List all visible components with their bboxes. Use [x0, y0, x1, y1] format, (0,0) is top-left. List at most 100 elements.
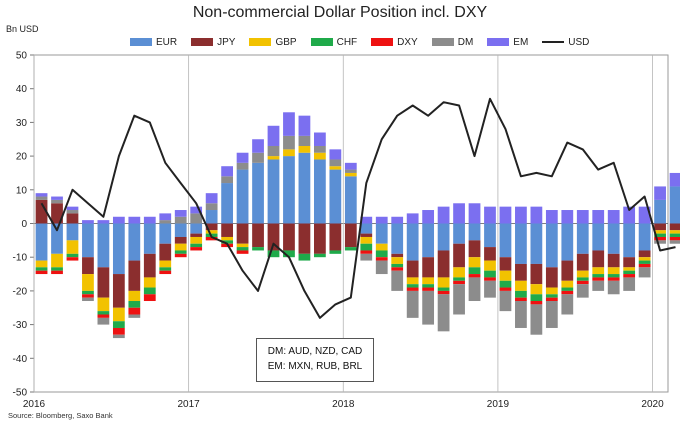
legend: EUR JPY GBP CHF DXY DM EM USD [130, 35, 589, 49]
x-tick-label: 2019 [487, 399, 510, 410]
bar-jpy [561, 260, 574, 281]
bar-gbp [236, 243, 249, 248]
legend-item-usd: USD [542, 37, 589, 48]
bar-chf [530, 294, 543, 302]
bar-dm [51, 199, 63, 204]
bar-eur [344, 176, 357, 224]
source-note: Source: Bloomberg, Saxo Bank [8, 411, 113, 420]
x-tick-label: 2018 [332, 399, 355, 410]
bar-eur [283, 156, 295, 224]
x-tick-label: 2017 [178, 399, 201, 410]
bar-dxy [375, 257, 388, 261]
bar-dxy [66, 257, 79, 261]
bar-dm [205, 203, 218, 211]
bar-dm [66, 210, 79, 214]
bar-em [484, 206, 496, 224]
y-tick-label: -30 [13, 320, 28, 331]
bar-em [515, 206, 527, 224]
annotation-line-em: EM: MXN, RUB, BRL [267, 361, 363, 372]
bar-eur [252, 162, 264, 224]
bar-em [499, 206, 512, 224]
bar-eur [174, 223, 187, 237]
bar-gbp [530, 284, 543, 295]
bar-dxy [437, 290, 450, 295]
bar-gbp [422, 277, 435, 285]
bar-em [453, 203, 465, 224]
bar-eur [623, 223, 636, 258]
bar-dxy [205, 236, 218, 241]
bar-dxy [143, 294, 156, 302]
bar-em [638, 206, 651, 224]
bar-gbp [375, 243, 388, 251]
bar-chf [592, 274, 605, 278]
bar-eur [82, 223, 94, 258]
bar-em [375, 216, 388, 224]
bar-chf [623, 270, 636, 275]
bar-jpy [66, 213, 79, 224]
legend-label-dxy: DXY [397, 36, 418, 48]
bar-dxy [112, 327, 125, 335]
bar-em [391, 216, 404, 224]
bar-jpy [515, 263, 527, 281]
bar-eur [375, 223, 388, 244]
bar-em [654, 186, 666, 200]
bar-eur [66, 223, 79, 241]
bar-gbp [174, 243, 187, 251]
bar-chf [422, 284, 435, 288]
bar-em [576, 210, 589, 224]
bar-eur [545, 223, 558, 268]
bar-em [97, 220, 110, 224]
bar-dm [406, 290, 419, 318]
bar-chf [236, 247, 249, 251]
bar-dm [607, 280, 620, 295]
bar-dxy [453, 280, 465, 285]
bar-gbp [576, 270, 589, 278]
bar-dxy [607, 277, 620, 281]
bar-eur [190, 223, 203, 234]
bar-em [267, 125, 280, 146]
bar-chf [174, 250, 187, 254]
bar-jpy [35, 199, 48, 224]
bar-em [530, 206, 543, 224]
chart-title: Non-commercial Dollar Position incl. DXY [192, 4, 488, 21]
bar-dm [437, 294, 450, 332]
bar-jpy [97, 267, 110, 298]
bar-em [190, 206, 203, 214]
bar-em [283, 112, 295, 136]
bar-dxy [623, 274, 636, 278]
bar-eur [669, 186, 680, 224]
bar-eur [267, 159, 280, 224]
bar-dxy [360, 250, 373, 254]
bar-gbp [314, 152, 326, 160]
bar-jpy [545, 267, 558, 288]
bar-dxy [82, 294, 94, 298]
legend-item-chf: CHF [310, 37, 357, 48]
bar-gbp [128, 290, 141, 302]
bar-jpy [252, 223, 264, 248]
bar-em [128, 216, 141, 224]
bar-dxy [499, 287, 512, 291]
bar-dxy [576, 280, 589, 285]
bar-dxy [422, 287, 435, 291]
bar-em [35, 193, 48, 197]
bar-gbp [298, 145, 311, 153]
legend-swatch-dxy [371, 38, 394, 46]
bar-jpy [437, 250, 450, 278]
bar-eur [499, 223, 512, 258]
bar-chf [360, 243, 373, 251]
bar-eur [638, 223, 651, 251]
annotation-line-dm: DM: AUD, NZD, CAD [267, 346, 363, 357]
bar-eur [484, 223, 496, 248]
y-tick-label: 10 [16, 185, 28, 196]
bar-dxy [51, 270, 63, 275]
bar-eur [236, 169, 249, 224]
bar-em [51, 196, 63, 200]
bar-jpy [51, 203, 63, 224]
bar-dm [576, 284, 589, 298]
bar-eur [592, 223, 605, 251]
bar-jpy [82, 257, 94, 275]
bar-chf [128, 301, 141, 308]
y-tick-label: -50 [13, 388, 28, 399]
bar-gbp [592, 267, 605, 275]
legend-label-usd: USD [568, 36, 590, 48]
